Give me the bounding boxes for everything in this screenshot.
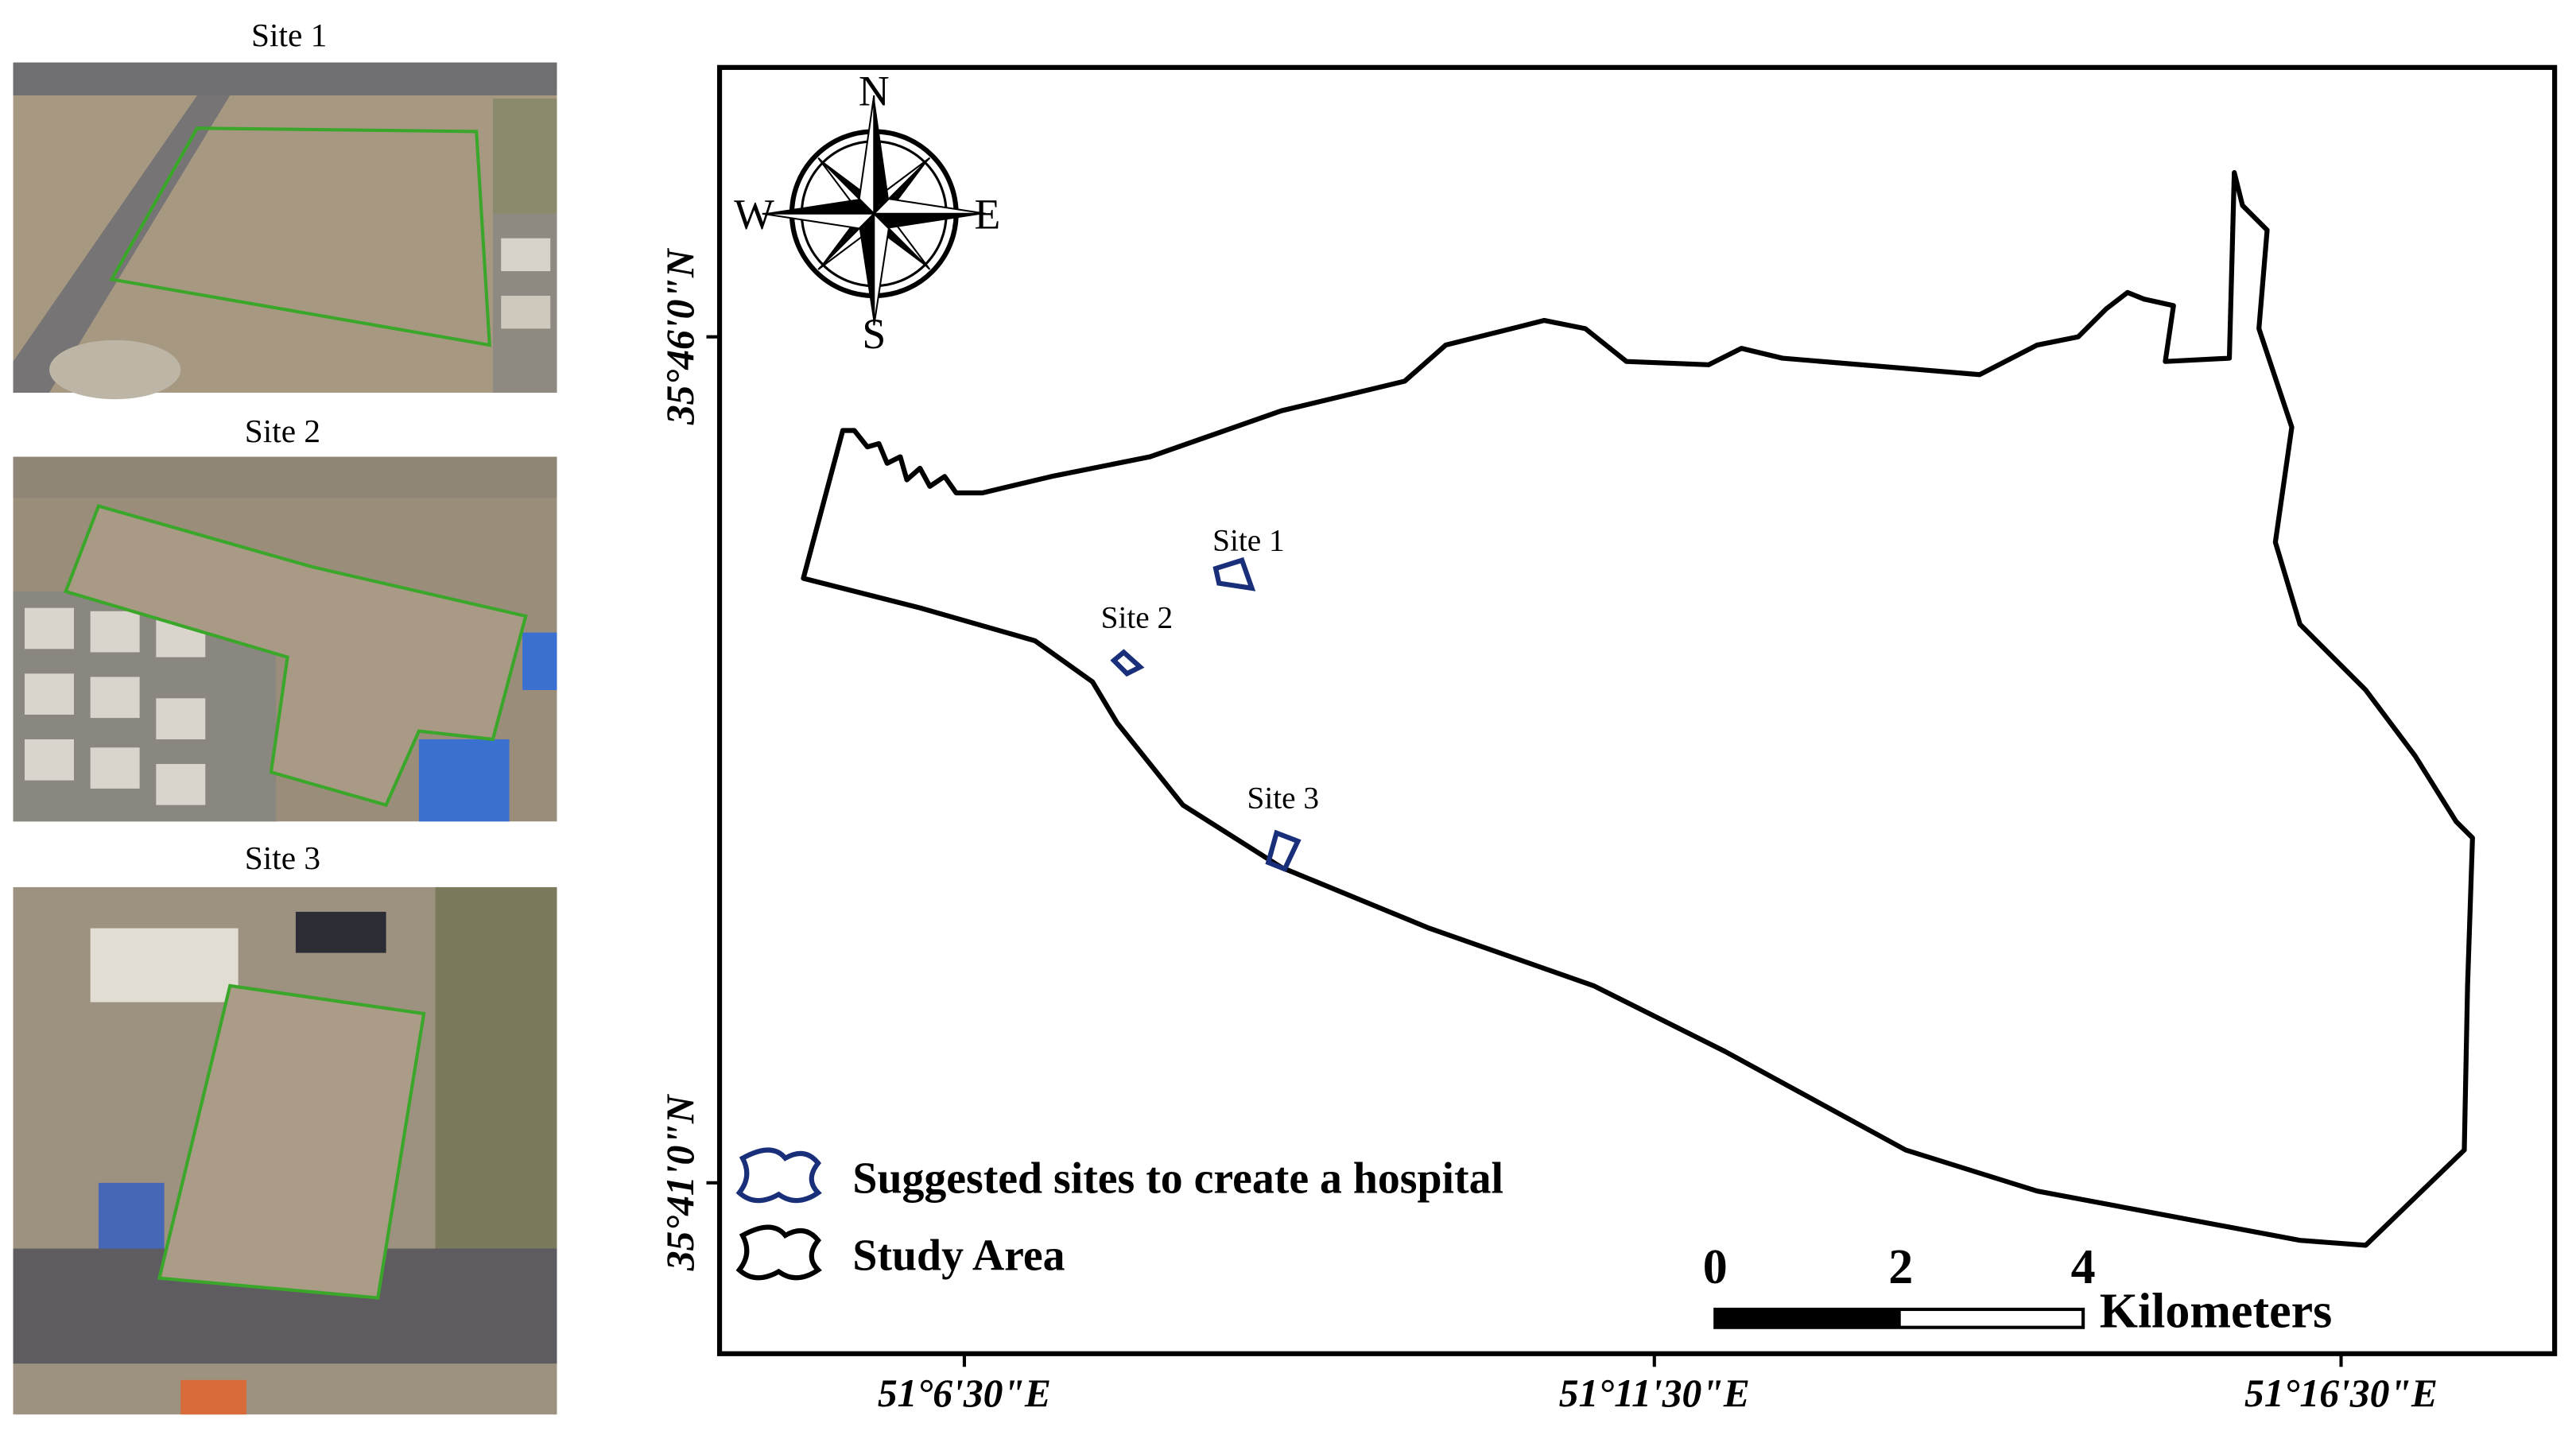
site-outline (1110, 649, 1145, 677)
legend-label: Study Area (852, 1231, 1065, 1280)
legend-label: Suggested sites to create a hospital (852, 1154, 1503, 1203)
satellite-image (13, 456, 557, 822)
thumbnail-label: Site 2 (245, 413, 320, 449)
map-frame (716, 64, 2558, 1356)
north-arrow (762, 95, 986, 326)
site-label: Site 3 (1247, 781, 1320, 816)
legend-symbol (735, 1224, 822, 1281)
satellite-image (13, 62, 557, 400)
thumbnail-label: Site 3 (245, 840, 320, 876)
compass-south: S (862, 310, 886, 358)
site-label: Site 2 (1101, 600, 1174, 634)
scale-tick-label: 4 (2071, 1240, 2096, 1294)
thumbnail-panel: Site 1 Site 2 Site 3 (13, 17, 557, 1415)
scale-tick-label: 0 (1703, 1240, 1728, 1294)
study-area-boundary (801, 169, 2475, 1248)
scale-tick-label: 2 (1888, 1240, 1913, 1294)
compass-west: W (734, 190, 774, 238)
sites (1110, 556, 1302, 873)
site-outline (1212, 556, 1256, 591)
x-coordinate-label: 51°16'30"E (2244, 1371, 2438, 1415)
graticule-ticks (706, 335, 2343, 1367)
x-coordinate-label: 51°6'30"E (878, 1371, 1051, 1415)
scale-unit: Kilometers (2100, 1285, 2333, 1339)
y-coordinate-label: 35°46'0"N (658, 247, 702, 425)
satellite-image (13, 886, 557, 1415)
legend-symbol (735, 1147, 822, 1204)
compass-north: N (859, 67, 890, 114)
site-outline (1265, 829, 1302, 873)
site-label: Site 1 (1212, 523, 1285, 557)
y-coordinate-label: 35°41'0"N (658, 1093, 702, 1271)
compass-east: E (974, 190, 1000, 238)
thumbnail-label: Site 1 (251, 17, 327, 53)
x-coordinate-label: 51°11'30"E (1559, 1371, 1750, 1415)
scale-bar-segment (1715, 1309, 1901, 1328)
